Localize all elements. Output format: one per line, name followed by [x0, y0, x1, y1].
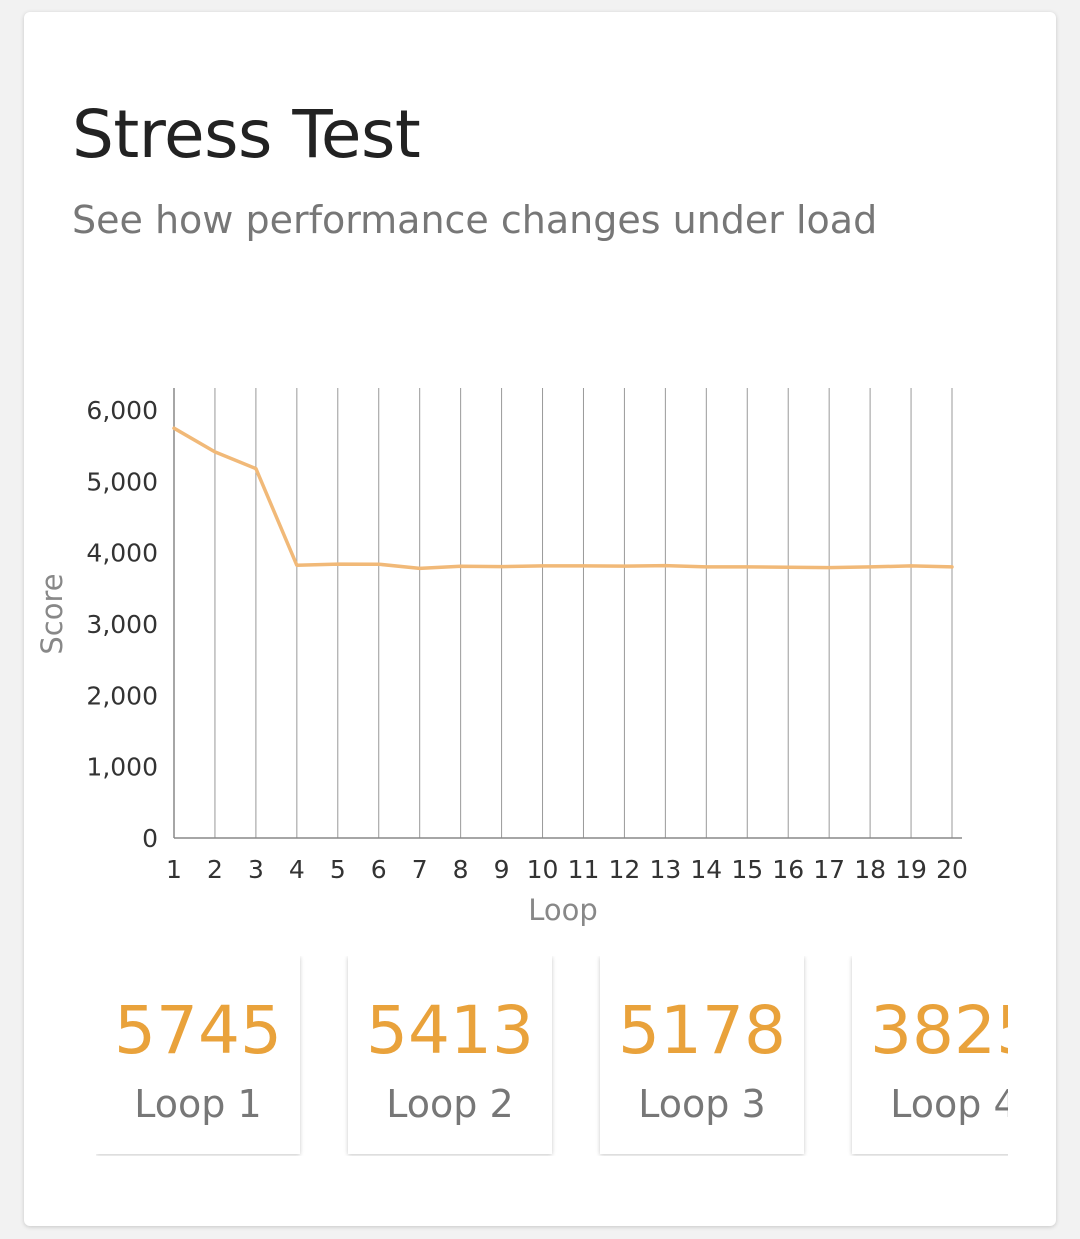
- x-tick-label: 16: [772, 855, 804, 884]
- y-tick-label: 3,000: [86, 610, 158, 639]
- x-tick-label: 14: [690, 855, 722, 884]
- loop-score: 5178: [618, 992, 786, 1069]
- x-tick-label: 17: [813, 855, 845, 884]
- loop-score: 5745: [114, 992, 282, 1069]
- x-tick-label: 19: [895, 855, 927, 884]
- loop-score: 3825: [870, 992, 1008, 1069]
- loop-tile[interactable]: 3825 Loop 4: [852, 956, 1008, 1154]
- score-series-line: [172, 426, 954, 571]
- y-tick-label: 1,000: [86, 753, 158, 782]
- x-tick-label: 10: [527, 855, 559, 884]
- loop-score-tiles[interactable]: 5745 Loop 1 5413 Loop 2 5178 Loop 3 3825…: [96, 956, 1008, 1156]
- y-tick-label: 4,000: [86, 539, 158, 568]
- y-axis-title: Score: [35, 573, 69, 654]
- loop-tile[interactable]: 5178 Loop 3: [600, 956, 804, 1154]
- loop-label: Loop 4: [890, 1082, 1008, 1126]
- y-tick-label: 2,000: [86, 681, 158, 710]
- loop-label: Loop 1: [134, 1082, 262, 1126]
- x-tick-label: 4: [289, 855, 305, 884]
- x-tick-label: 9: [494, 855, 510, 884]
- x-tick-label: 5: [330, 855, 346, 884]
- x-tick-label: 20: [936, 855, 968, 884]
- x-tick-label: 15: [731, 855, 763, 884]
- loop-tile[interactable]: 5413 Loop 2: [348, 956, 552, 1154]
- loop-tile[interactable]: 5745 Loop 1: [96, 956, 300, 1154]
- x-tick-label: 6: [371, 855, 387, 884]
- y-tick-label: 5,000: [86, 467, 158, 496]
- x-tick-label: 8: [453, 855, 469, 884]
- loop-label: Loop 3: [638, 1082, 766, 1126]
- x-tick-label: 13: [649, 855, 681, 884]
- x-axis-title: Loop: [528, 893, 598, 927]
- x-tick-label: 2: [207, 855, 223, 884]
- x-tick-label: 18: [854, 855, 886, 884]
- x-tick-label: 12: [609, 855, 641, 884]
- loop-score: 5413: [366, 992, 534, 1069]
- y-tick-label: 6,000: [86, 396, 158, 425]
- page-subtitle: See how performance changes under load: [72, 198, 878, 242]
- page-title: Stress Test: [72, 96, 421, 173]
- y-tick-label: 0: [142, 824, 158, 853]
- loop-label: Loop 2: [386, 1082, 514, 1126]
- stress-test-card: Stress Test See how performance changes …: [24, 12, 1056, 1226]
- x-tick-label: 11: [568, 855, 600, 884]
- x-tick-label: 3: [248, 855, 264, 884]
- x-tick-label: 7: [412, 855, 428, 884]
- x-tick-label: 1: [166, 855, 182, 884]
